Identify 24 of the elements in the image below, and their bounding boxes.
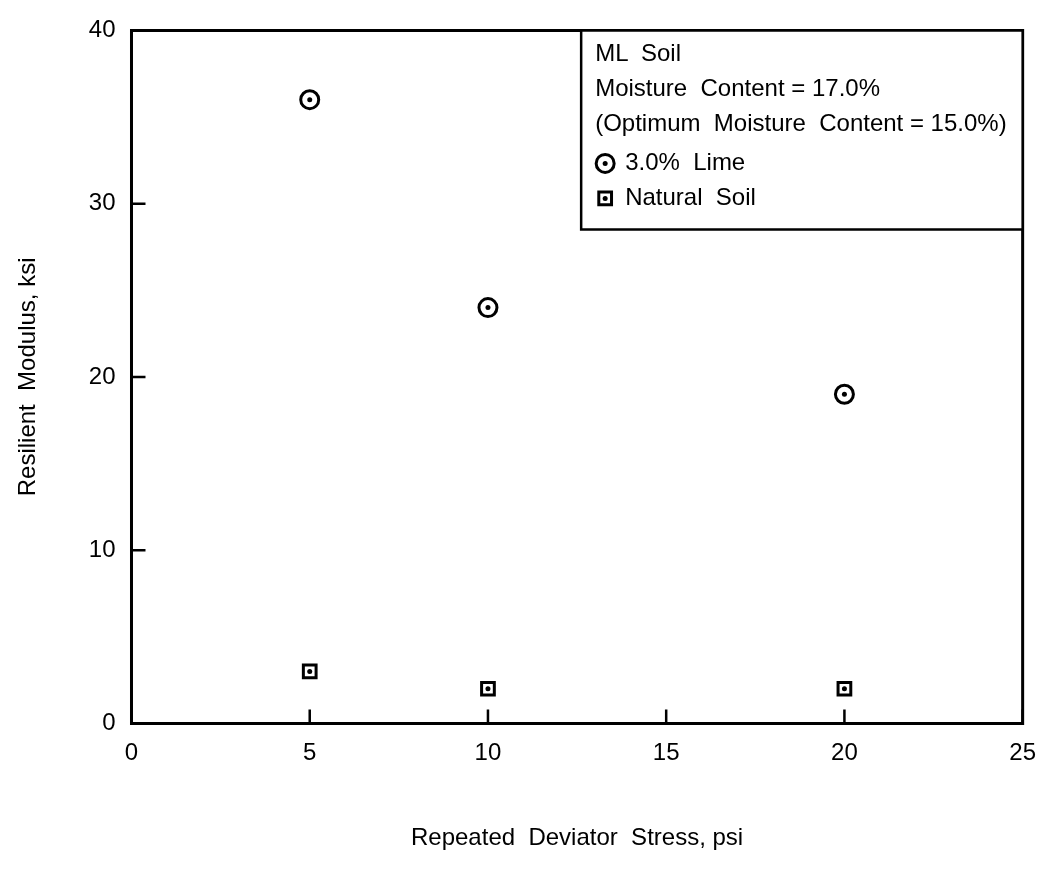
- y-tick-label: 20: [88, 361, 116, 389]
- point: [480, 680, 496, 697]
- y-tick-label: 30: [88, 188, 116, 216]
- x-tick-label: 15: [652, 738, 680, 766]
- x-tick-label: 25: [1009, 738, 1036, 766]
- annotation: (Optimum Moisture Content = 15.0%): [595, 109, 1007, 137]
- point: [836, 680, 853, 697]
- point: [477, 297, 499, 319]
- y-tick-label: 0: [102, 708, 116, 736]
- point: [833, 383, 855, 405]
- x-axis-title: Repeated Deviator Stress, psi: [411, 823, 744, 851]
- x-tick-label: 20: [831, 738, 858, 766]
- y-tick-label: 10: [88, 534, 116, 562]
- y-axis-title: Resilient Modulus, ksi: [13, 257, 41, 497]
- x-tick-label: 0: [124, 738, 139, 766]
- point: [299, 89, 321, 111]
- point: [301, 663, 318, 680]
- annotation: Moisture Content = 17.0%: [595, 74, 880, 102]
- legend-label: 3.0% Lime: [625, 148, 746, 176]
- annotation: ML Soil: [595, 39, 681, 67]
- x-tick-label: 10: [474, 738, 502, 766]
- legend-label: Natural Soil: [625, 183, 756, 211]
- y-tick-label: 40: [88, 15, 116, 43]
- x-tick-label: 5: [303, 738, 317, 766]
